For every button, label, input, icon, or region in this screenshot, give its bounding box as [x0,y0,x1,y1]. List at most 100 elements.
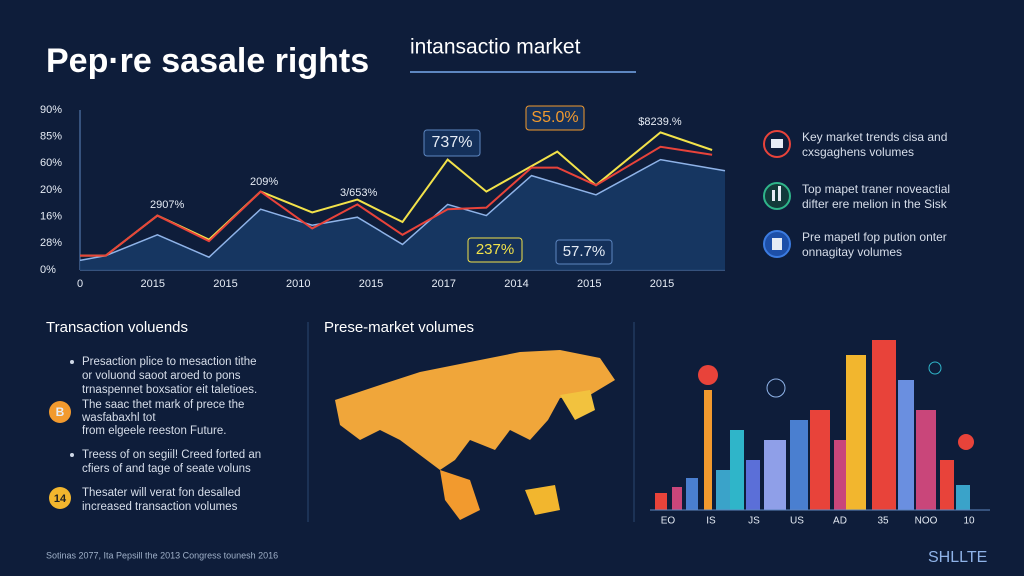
x-tick-label: 2015 [650,278,674,290]
node-icon [958,434,974,450]
annotation-box [555,239,613,265]
skyline-label: EO [661,516,676,527]
badge [49,487,71,509]
logo: SHLLTE [928,549,987,566]
skyline: EO IS JS US AD 35 NOO 10 [650,340,990,527]
skyline-label: NOO [915,516,938,527]
item-line: Presaction plice to mesaction tithe [82,356,257,368]
item-line: or voluond saoot aroed to pons [82,370,241,382]
item-line: wasfabaxhl tot [81,412,156,424]
item-line: Treess of on segiil! Creed forted an [82,449,261,461]
x-tick-label: 2015 [577,278,601,290]
annotation: $8239.% [638,116,682,128]
x-tick-label: 2010 [286,278,310,290]
badge-text: B [56,405,65,419]
note-line: cxsgaghens volumes [802,145,914,159]
item-line: increased transaction volumes [82,501,238,513]
building [940,460,954,510]
series-line [80,145,713,257]
node-icon [766,378,786,398]
x-tick-label: 2014 [504,278,528,290]
note-icon-glyph [778,186,781,201]
building [834,440,846,510]
building [916,410,936,510]
annotation: 209% [250,176,278,188]
skyline-label: IS [706,516,716,527]
subtitle: intansactio market [410,36,581,59]
note-line: Key market trends cisa and [802,130,947,144]
tower-top [698,365,718,385]
badge-text: 14 [54,493,67,505]
building [672,487,682,510]
y-tick-label: 20% [40,184,62,196]
y-tick-label: 60% [40,157,62,169]
skyline-label: 10 [963,516,975,527]
item-line: trnaspennet boxsatior eit taletioes. [82,384,257,396]
x-tick-label: 2017 [432,278,456,290]
item-line: The saac thet mark of prece the [82,399,244,411]
y-tick-label: 28% [40,237,62,249]
annotation: S5.0% [531,109,578,126]
section-heading: Prese-market volumes [324,319,474,336]
note-line: Pre mapetl fop pution onter [802,230,947,244]
building [846,355,866,510]
legend-notes: Key market trends cisa and cxsgaghens vo… [763,130,950,259]
annotation: 3/653% [340,187,378,199]
bullet [70,360,74,364]
footer: Sotinas 2077, Ita Pepsill the 2013 Congr… [46,550,278,560]
skyline-label: 35 [877,516,889,527]
note-line: onnagitay volumes [802,245,902,259]
annotation-box [423,129,481,157]
building [730,430,744,510]
x-tick-label: 0 [77,278,83,290]
annotations: 2907% 209% 3/653% 737% S5.0% $8239.% 237… [150,105,682,265]
y-tick-label: 85% [40,131,62,143]
note-icon-glyph [772,238,782,250]
note-icon [763,182,791,210]
building [790,420,808,510]
building [898,380,914,510]
annotation: 237% [476,241,514,258]
map-landmass [560,390,595,420]
item-line: Thesater will verat fon desalled [82,487,241,499]
x-tick-label: 2015 [359,278,383,290]
note-icon [763,130,791,158]
left-section: Transaction voluends Presaction plice to… [46,319,261,513]
x-tick-label: 2015 [213,278,237,290]
annotation: 737% [432,134,473,151]
building [716,470,730,510]
annotation-box [467,237,523,263]
annotation: 57.7% [563,243,606,260]
building [764,440,786,510]
badge [49,401,71,423]
section-heading: Transaction voluends [46,319,188,336]
building [655,493,667,510]
map-section: Prese-market volumes [324,319,615,520]
building [746,460,760,510]
skyline-label: JS [748,516,760,527]
item-line: from elgeele reeston Future. [82,425,226,437]
annotation: 2907% [150,199,184,211]
x-tick-label: 2015 [141,278,165,290]
note-icon-glyph [772,190,775,201]
building [810,410,830,510]
tower [704,390,712,510]
y-tick-label: 16% [40,211,62,223]
item-line: cfiers of and tage of seate voluns [82,463,251,475]
y-tick-label: 90% [40,104,62,116]
skyline-label: US [790,516,804,527]
y-tick-label: 0% [40,264,56,276]
building [872,340,896,510]
map-landmass [335,350,615,470]
note-icon-glyph [771,139,783,148]
map-landmass [525,485,560,515]
note-line: Top mapet traner noveactial [802,182,950,196]
building [686,478,698,510]
building [956,485,970,510]
title: Pep·re sasale rights [46,42,369,80]
node-icon [928,361,942,375]
skyline-label: AD [833,516,847,527]
bullet [70,453,74,457]
map-landmass [440,470,480,520]
